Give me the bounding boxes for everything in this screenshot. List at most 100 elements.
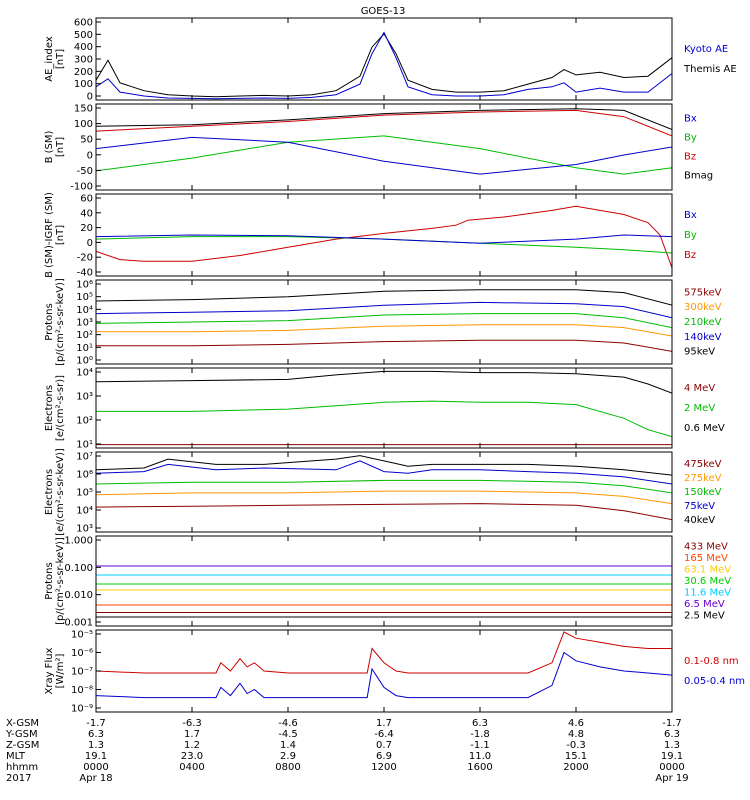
footer-row-label: hhmm <box>6 762 38 773</box>
legend-xray-1: 0.05-0.4 nm <box>684 676 745 687</box>
y-axis-label: Xray Flux <box>44 647 55 694</box>
y-axis-label: Electrons <box>44 469 55 515</box>
footer-value: -1.7 <box>662 718 682 729</box>
legend-protons_low-0: 575keV <box>684 287 722 298</box>
legend-electrons_high-0: 4 MeV <box>684 383 715 394</box>
y-tick-label: 600 <box>74 18 93 29</box>
y-axis-label: [p/(cm²-s-sr-keV)] <box>55 537 66 625</box>
y-tick-label: 10³ <box>76 392 93 403</box>
footer-value: Apr 18 <box>79 773 112 784</box>
footer-value: -4.6 <box>278 718 298 729</box>
legend-protons_high-0: 433 MeV <box>684 542 728 553</box>
footer-value: 0.7 <box>376 740 392 751</box>
series-xray-0 <box>96 631 672 674</box>
legend-electrons_low-4: 40keV <box>684 515 715 526</box>
legend-electrons_low-1: 275keV <box>684 473 722 484</box>
series-bigrf-0 <box>96 205 672 268</box>
series-electrons_low-0 <box>96 455 672 476</box>
legend-bsm-2: Bz <box>684 152 696 163</box>
footer-row-label: 2017 <box>6 773 31 784</box>
y-tick-label: 0.100 <box>64 563 93 574</box>
legend-ae-0: Kyoto AE <box>684 44 728 55</box>
y-tick-label: 10⁵ <box>76 292 93 303</box>
footer-value: 11.0 <box>469 751 491 762</box>
footer-value: 0000 <box>659 762 684 773</box>
y-axis-label: B (SM)-IGRF (SM) <box>44 192 55 278</box>
series-ae-0 <box>96 33 672 98</box>
legend-protons_low-4: 95keV <box>684 347 715 358</box>
y-axis-label: [nT] <box>55 137 66 157</box>
panel-xray: 10⁻⁵ 10⁻⁶ 10⁻⁷ 10⁻⁸ 10⁻⁹ Xray Flux [W/m²] 0.1-0… <box>44 629 745 715</box>
footer-value: 6.9 <box>376 751 392 762</box>
y-tick-label: 10³ <box>76 318 93 329</box>
footer-value: -4.5 <box>278 729 298 740</box>
footer-value: 19.1 <box>85 751 107 762</box>
footer-row-label: Z-GSM <box>6 740 39 751</box>
y-tick-label: 10³ <box>76 524 93 535</box>
panel-frame <box>95 367 673 449</box>
series-protons_low-1 <box>96 301 672 319</box>
footer-value: 0400 <box>179 762 204 773</box>
series-protons_low-0 <box>96 289 672 306</box>
footer-value: -1.8 <box>470 729 490 740</box>
y-axis-label: [p/(cm²-s-sr-keV)] <box>55 278 66 366</box>
footer-value: 15.1 <box>565 751 587 762</box>
series-bsm-2 <box>96 135 672 175</box>
panel-bigrf: 60 40 20 0 -20 -40 B (SM)-IGRF (SM) [nT] Bx By Bz <box>44 192 697 278</box>
legend-xray-0: 0.1-0.8 nm <box>684 656 739 667</box>
y-tick-label: 500 <box>74 30 93 41</box>
legend-bigrf-1: By <box>684 230 697 241</box>
y-tick-label: -50 <box>77 166 93 177</box>
series-bsm-3 <box>96 136 672 175</box>
legend-bigrf-0: Bx <box>684 210 697 221</box>
legend-protons_high-6: 2.5 MeV <box>684 610 725 621</box>
series-protons_low-2 <box>96 313 672 329</box>
y-tick-label: 10⁶ <box>76 470 93 481</box>
legend-bsm-1: By <box>684 133 697 144</box>
footer-value: 19.1 <box>661 751 683 762</box>
footer-row-label: MLT <box>6 751 26 762</box>
y-tick-label: -20 <box>77 253 93 264</box>
legend-electrons_low-0: 475keV <box>684 459 722 470</box>
y-axis-label: [nT] <box>55 225 66 245</box>
footer-value: 1.2 <box>184 740 200 751</box>
y-tick-label: 60 <box>80 194 93 205</box>
legend-ae-1: Themis AE <box>683 64 737 75</box>
footer-value: 1600 <box>467 762 492 773</box>
y-tick-label: 150 <box>74 104 93 115</box>
series-electrons_low-4 <box>96 503 672 521</box>
legend-electrons_high-1: 2 MeV <box>684 403 715 414</box>
footer-value: 6.3 <box>664 729 680 740</box>
series-ae-1 <box>96 31 672 100</box>
series-electrons_high-1 <box>96 400 672 438</box>
legend-bsm-0: Bx <box>684 114 697 125</box>
y-tick-label: 0.001 <box>64 618 93 629</box>
y-tick-label: 10⁴ <box>76 305 93 316</box>
y-tick-label: 20 <box>80 223 93 234</box>
footer-value: 1.3 <box>88 740 104 751</box>
y-tick-label: 10⁶ <box>76 280 93 291</box>
footer-value: 0000 <box>83 762 108 773</box>
footer-value: 1.4 <box>280 740 296 751</box>
footer-value: -0.3 <box>566 740 586 751</box>
y-tick-label: 40 <box>80 208 93 219</box>
y-axis-label: [e/(cm²-s-sr-keV)] <box>55 448 66 536</box>
legend-protons_high-1: 165 MeV <box>684 553 728 564</box>
y-tick-label: 10⁻⁷ <box>71 667 93 678</box>
y-axis-label: Protons <box>44 562 55 599</box>
y-tick-label: 10⁻⁸ <box>71 685 93 696</box>
footer-value: -6.4 <box>374 729 394 740</box>
y-axis-label: [e/(cm²-s-sr)] <box>55 375 66 441</box>
y-tick-label: 0 <box>87 92 93 103</box>
y-axis-label: [nT] <box>55 49 66 69</box>
legend-electrons_low-3: 75keV <box>684 501 715 512</box>
series-protons_low-3 <box>96 324 672 337</box>
series-electrons_low-2 <box>96 479 672 494</box>
footer-value: -1.7 <box>86 718 106 729</box>
y-tick-label: 0 <box>87 150 93 161</box>
series-electrons_low-3 <box>96 490 672 505</box>
footer-value: 1200 <box>371 762 396 773</box>
